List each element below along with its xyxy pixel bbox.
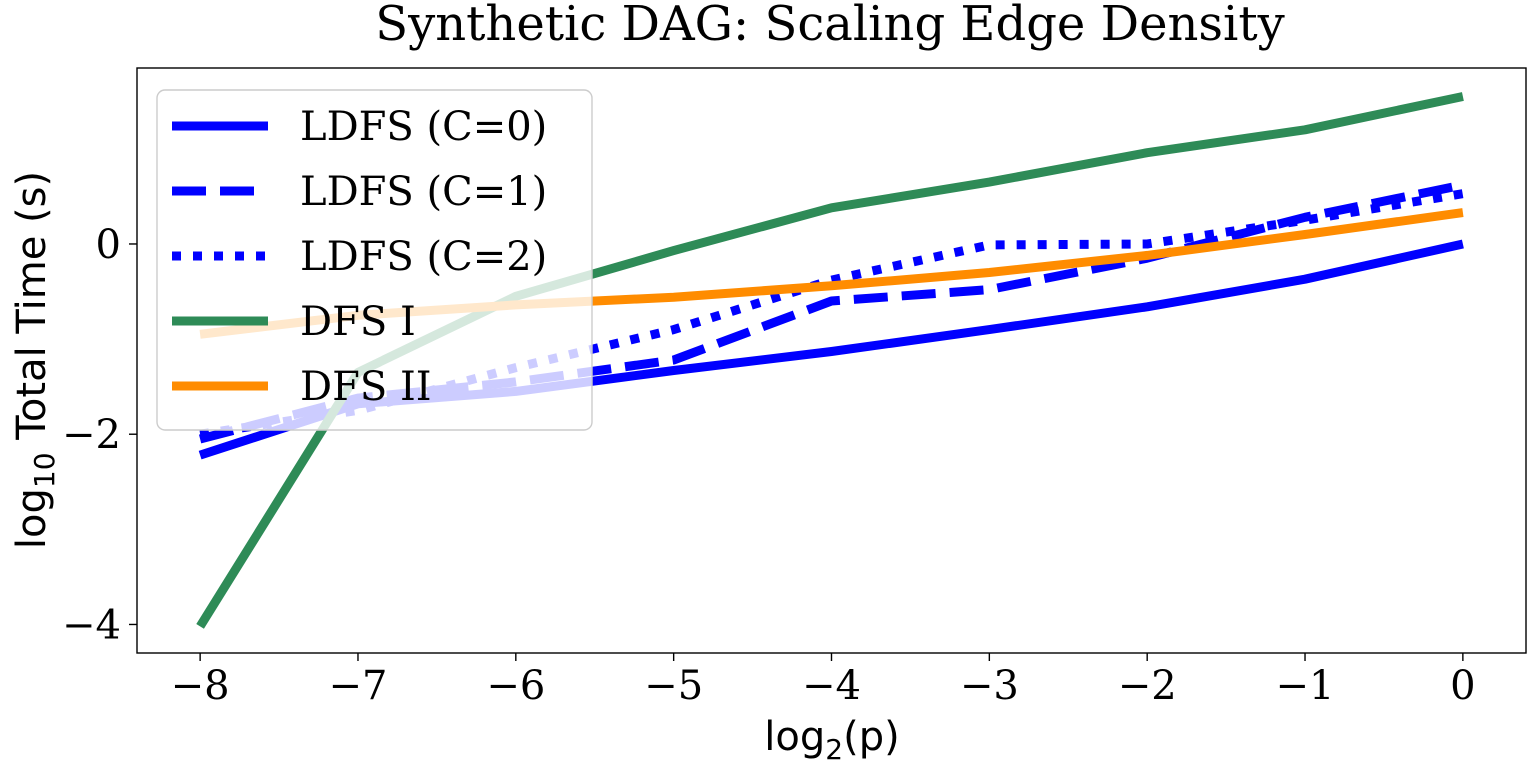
y-axis-label: log10 Total Time (s) [9,171,61,549]
legend-box [156,89,593,431]
chart-title: Synthetic DAG: Scaling Edge Density [375,0,1285,52]
y-axis-label-rest: Total Time (s) [9,171,55,453]
y-axis-ticks: −4 −2 0 [62,222,137,648]
x-axis-label-rest: (p) [843,714,900,760]
x-tick-label: −5 [644,663,703,709]
x-tick-label: −4 [802,663,861,709]
x-tick-label: −8 [171,663,230,709]
x-tick-label: −6 [486,663,545,709]
x-tick-label: −1 [1276,663,1335,709]
x-axis-label-base: log [764,714,825,760]
y-tick-label: 0 [96,222,121,268]
x-axis-label-sub: 2 [825,733,843,762]
y-axis-label-base: log [9,488,55,549]
legend-label-dfs-i: DFS I [300,299,416,345]
y-tick-label: −4 [62,602,121,648]
x-axis-label: log2(p) [764,714,899,762]
x-tick-label: −3 [960,663,1019,709]
legend-label-ldfs-c-0: LDFS (C=0) [300,104,547,150]
x-tick-label: 0 [1450,663,1475,709]
y-axis-label-sub: 10 [28,452,61,488]
legend-label-ldfs-c-2: LDFS (C=2) [300,234,547,280]
x-tick-label: −7 [328,663,387,709]
y-tick-label: −2 [62,412,121,458]
x-tick-label: −2 [1118,663,1177,709]
legend-label-dfs-ii: DFS II [300,364,432,410]
legend-label-ldfs-c-1: LDFS (C=1) [300,169,547,215]
legend: LDFS (C=0) LDFS (C=1) LDFS (C=2) DFS I DFS I… [156,89,593,431]
x-axis-ticks: −8 −7 −6 −5 −4 −3 −2 −1 0 [171,653,1476,709]
